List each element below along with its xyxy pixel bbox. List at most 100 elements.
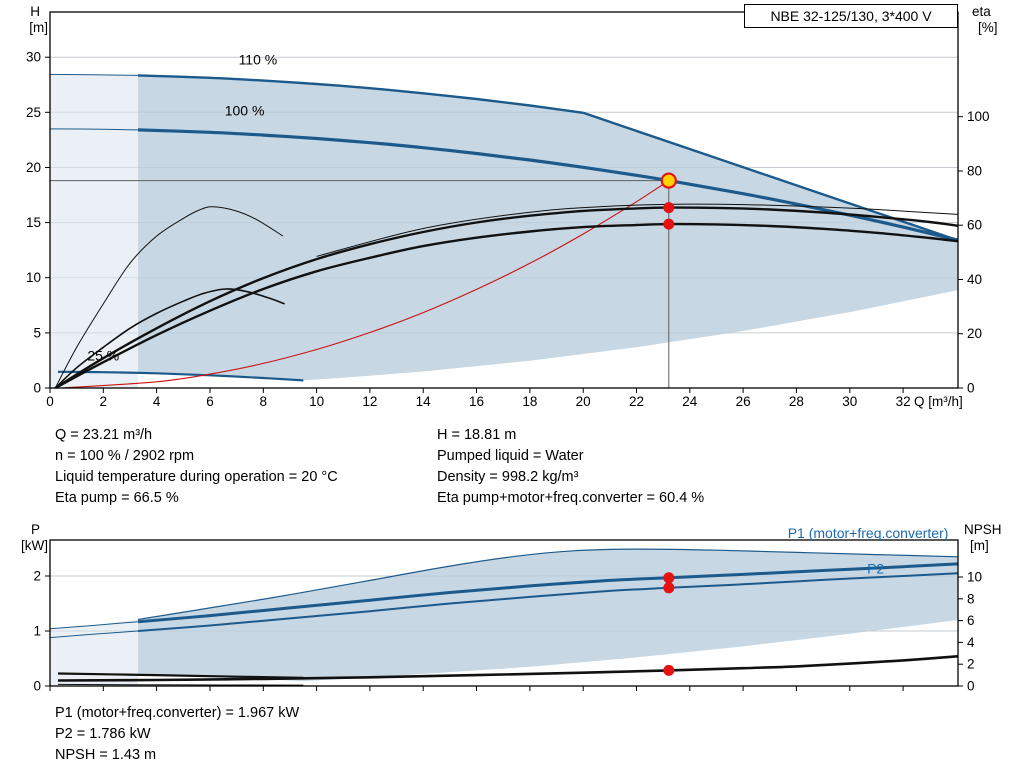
qh-eta-chart: 0 2 4 6 8 10 12 14 16 18 20 22 24 26 28 30 3205101520253… [26, 4, 998, 409]
y-left-tick-label: 1 [33, 624, 41, 639]
y-left-tick-label: 20 [26, 160, 41, 175]
result-info: P1 (motor+freq.converter) = 1.967 kW P2 … [55, 703, 299, 766]
eta-total [54, 222, 958, 390]
curve-110 [137, 74, 584, 114]
npsh-curve [57, 655, 958, 682]
low-flow-region [50, 619, 138, 686]
envelope-limit-line [582, 111, 959, 242]
y-right-tick-label: 100 [967, 109, 990, 124]
y-left-tick-label: 2 [33, 569, 41, 584]
x-tick-label: 2 [100, 394, 108, 409]
x-tick-label: 24 [682, 394, 698, 409]
p2-point [663, 582, 675, 594]
y-right-tick-label: 40 [967, 272, 982, 287]
y-left-tick-label: 5 [33, 325, 41, 340]
duty-eta-total-line: Eta pump+motor+freq.converter = 60.4 % [437, 490, 705, 506]
y-right-tick-label: 8 [967, 591, 975, 606]
npsh-lowspeed-thin [57, 683, 304, 686]
y-left-tick-label: 0 [33, 679, 41, 694]
duty-flow-line: Q = 23.21 m³/h [55, 427, 153, 443]
x-tick-label: 32 [896, 394, 911, 409]
duty-info-col1: Q = 23.21 m³/h n = 100 % / 2902 rpm Liqu… [55, 425, 338, 509]
affinity-duty-curve [63, 180, 670, 389]
y-right-tick-label: 0 [967, 381, 975, 396]
y-left-axis-label: H [30, 4, 40, 19]
y-right-axis-unit: [%] [978, 20, 998, 35]
x-tick-label: 16 [469, 394, 484, 409]
y-right-axis-label: NPSH [964, 522, 1002, 537]
duty-point [660, 172, 677, 189]
p2-lowflow [49, 630, 139, 639]
y-right-tick-label: 10 [967, 570, 982, 585]
y-right-axis-unit: [m] [970, 538, 989, 553]
curve-label: 25 % [87, 348, 119, 364]
npsh-point [663, 664, 675, 676]
eta-partload-lower [54, 288, 285, 389]
x-tick-label: 12 [362, 394, 377, 409]
eta-pump [54, 206, 958, 390]
x-tick-label: 28 [789, 394, 804, 409]
x-tick-label: 26 [736, 394, 751, 409]
operating-envelope [138, 75, 958, 381]
x-tick-label: 6 [206, 394, 214, 409]
x-tick-label: 30 [842, 394, 857, 409]
x-tick-label: 18 [522, 394, 537, 409]
p2-curve [137, 572, 958, 632]
x-tick-label: 20 [576, 394, 591, 409]
x-tick-label: 14 [416, 394, 432, 409]
curve-label: P2 [867, 560, 884, 576]
npsh-lowspeed [57, 672, 304, 679]
curve-label: 110 % [239, 51, 278, 67]
y-left-axis-unit: [m] [29, 20, 48, 35]
x-tick-label: 22 [629, 394, 644, 409]
x-tick-label: 10 [309, 394, 324, 409]
y-left-tick-label: 30 [26, 50, 41, 65]
duty-temperature-line: Liquid temperature during operation = 20… [55, 469, 338, 485]
eta-pump-point [663, 202, 675, 214]
y-right-tick-label: 2 [967, 657, 975, 672]
y-right-tick-label: 60 [967, 218, 982, 233]
x-tick-label: 0 [46, 394, 54, 409]
y-right-axis-label: eta [972, 4, 991, 19]
result-p1-line: P1 (motor+freq.converter) = 1.967 kW [55, 705, 300, 721]
y-right-tick-label: 4 [967, 635, 975, 650]
y-right-tick-label: 80 [967, 164, 982, 179]
y-right-tick-label: 6 [967, 613, 975, 628]
x-axis-label: Q [m³/h] [914, 394, 963, 409]
x-tick-label: 4 [153, 394, 161, 409]
duty-eta-pump-line: Eta pump = 66.5 % [55, 490, 179, 506]
duty-liquid-line: Pumped liquid = Water [437, 448, 584, 464]
result-p2-line: P2 = 1.786 kW [55, 726, 151, 742]
y-right-tick-label: 20 [967, 326, 982, 341]
curve-100 [137, 128, 959, 242]
power-envelope [138, 549, 958, 682]
plot-frame [49, 11, 959, 389]
y-left-axis-unit: [kW] [21, 538, 48, 553]
y-right-tick-label: 0 [967, 679, 975, 694]
y-left-tick-label: 0 [33, 381, 41, 396]
duty-density-line: Density = 998.2 kg/m³ [437, 469, 579, 485]
p1-lowflow [49, 621, 139, 630]
y-left-tick-label: 10 [26, 270, 41, 285]
power-npsh-chart: 0 1 2 0 2 4 6 8 10 P[kW] NPSH[m] P1 (motor+freq.con… [21, 522, 1002, 694]
y-left-tick-label: 15 [26, 215, 41, 230]
p1-110-limit [137, 548, 958, 621]
curve-110-lowflow [49, 73, 139, 76]
pump-model-box: NBE 32-125/130, 3*400 V [744, 4, 958, 28]
curve-100-lowflow [49, 128, 139, 131]
p1-point [663, 572, 675, 584]
duty-speed-line: n = 100 % / 2902 rpm [55, 448, 195, 464]
curve-label: 100 % [225, 103, 265, 119]
curve-label: P1 (motor+freq.converter) [788, 525, 949, 541]
eta-total-point [663, 218, 675, 230]
plot-frame [49, 539, 959, 687]
pump-model-label: NBE 32-125/130, 3*400 V [770, 8, 932, 24]
result-npsh-line: NPSH = 1.43 m [55, 747, 157, 763]
y-left-tick-label: 25 [26, 105, 41, 120]
eta-partload-upper [54, 206, 284, 389]
y-left-axis-label: P [31, 522, 40, 537]
x-tick-label: 8 [260, 394, 268, 409]
low-flow-region [50, 74, 138, 389]
duty-info-col2: H = 18.81 m Pumped liquid = Water Densit… [437, 425, 704, 509]
